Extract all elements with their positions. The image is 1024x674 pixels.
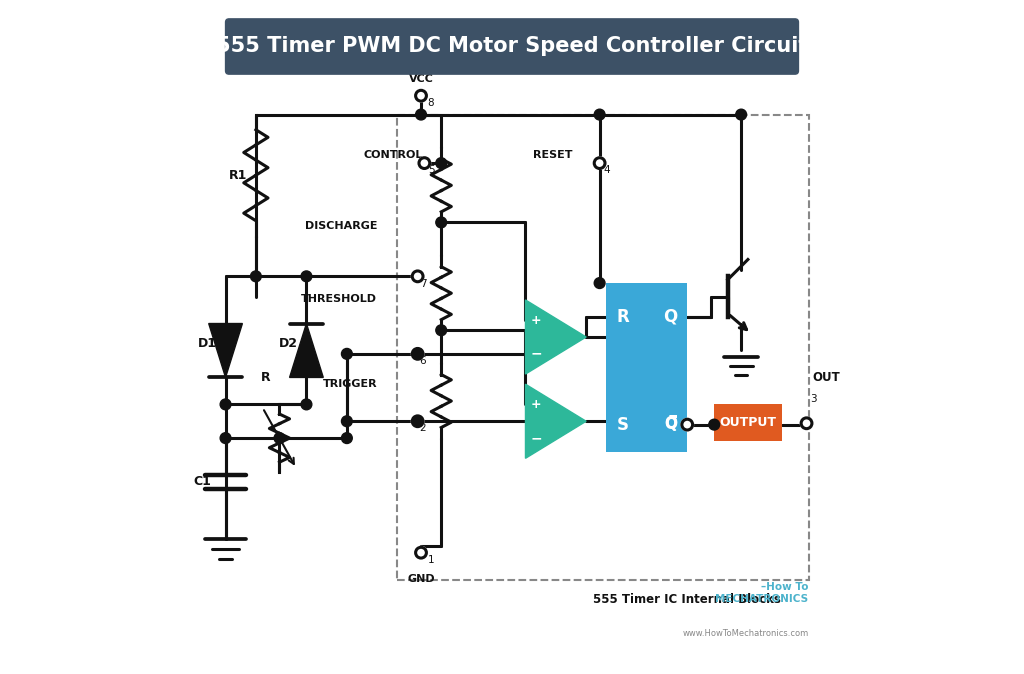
Circle shape xyxy=(251,271,261,282)
Circle shape xyxy=(341,433,352,443)
Circle shape xyxy=(436,325,446,336)
Text: R: R xyxy=(261,371,270,384)
Circle shape xyxy=(341,348,352,359)
Circle shape xyxy=(341,416,352,427)
Circle shape xyxy=(416,109,426,120)
Text: −: − xyxy=(530,431,543,445)
Circle shape xyxy=(419,158,430,168)
Circle shape xyxy=(413,348,423,359)
Text: R1: R1 xyxy=(228,168,247,182)
Circle shape xyxy=(416,90,426,101)
Text: 2: 2 xyxy=(420,423,426,433)
Circle shape xyxy=(436,158,446,168)
Text: 555 Timer IC Internal Blocks: 555 Timer IC Internal Blocks xyxy=(593,593,780,607)
Text: −: − xyxy=(530,347,543,361)
Circle shape xyxy=(436,217,446,228)
Circle shape xyxy=(709,419,720,430)
Circle shape xyxy=(594,109,605,120)
Bar xyxy=(397,115,809,580)
Text: 7: 7 xyxy=(420,279,426,289)
Text: CONTROL: CONTROL xyxy=(364,150,423,160)
Text: TRIGGER: TRIGGER xyxy=(323,379,377,389)
Polygon shape xyxy=(525,300,586,374)
Text: www.HowToMechatronics.com: www.HowToMechatronics.com xyxy=(682,629,809,638)
FancyBboxPatch shape xyxy=(225,19,799,74)
Text: R: R xyxy=(616,308,630,326)
Polygon shape xyxy=(290,324,324,377)
Circle shape xyxy=(413,348,423,359)
Circle shape xyxy=(413,416,423,427)
Polygon shape xyxy=(209,324,243,377)
Text: GND: GND xyxy=(408,574,435,584)
Text: +: + xyxy=(530,398,542,411)
Circle shape xyxy=(413,416,423,427)
Text: VCC: VCC xyxy=(409,74,433,84)
Text: D1: D1 xyxy=(198,337,217,350)
Circle shape xyxy=(682,419,692,430)
Text: DISCHARGE: DISCHARGE xyxy=(305,221,377,231)
FancyBboxPatch shape xyxy=(606,283,687,452)
Circle shape xyxy=(801,418,812,429)
Circle shape xyxy=(594,158,605,168)
Circle shape xyxy=(413,271,423,282)
Text: THRESHOLD: THRESHOLD xyxy=(301,294,377,303)
Text: 555 Timer PWM DC Motor Speed Controller Circuit: 555 Timer PWM DC Motor Speed Controller … xyxy=(216,36,808,56)
Text: RESET: RESET xyxy=(534,150,572,160)
Circle shape xyxy=(220,399,231,410)
FancyBboxPatch shape xyxy=(714,404,781,441)
Text: Q̅: Q̅ xyxy=(664,417,677,432)
Text: Q: Q xyxy=(664,308,678,326)
Text: OUT: OUT xyxy=(812,371,840,384)
Text: 3: 3 xyxy=(811,394,817,404)
Text: 1: 1 xyxy=(428,555,434,565)
Text: S: S xyxy=(617,416,629,433)
Polygon shape xyxy=(525,384,586,458)
Text: 4: 4 xyxy=(603,165,609,175)
Circle shape xyxy=(274,433,285,443)
Circle shape xyxy=(416,547,426,558)
Text: 8: 8 xyxy=(428,98,434,108)
Circle shape xyxy=(736,109,746,120)
Text: C1: C1 xyxy=(193,475,211,489)
Text: –How To
MECHATRONICS: –How To MECHATRONICS xyxy=(716,582,809,605)
Text: 5: 5 xyxy=(428,165,434,175)
Text: Q̅: Q̅ xyxy=(664,416,677,431)
Circle shape xyxy=(594,278,605,288)
Text: +: + xyxy=(530,313,542,327)
Circle shape xyxy=(220,433,231,443)
Circle shape xyxy=(301,271,312,282)
Text: OUTPUT: OUTPUT xyxy=(720,417,776,429)
Circle shape xyxy=(301,399,312,410)
Text: D2: D2 xyxy=(279,337,298,350)
Text: 6: 6 xyxy=(420,356,426,366)
